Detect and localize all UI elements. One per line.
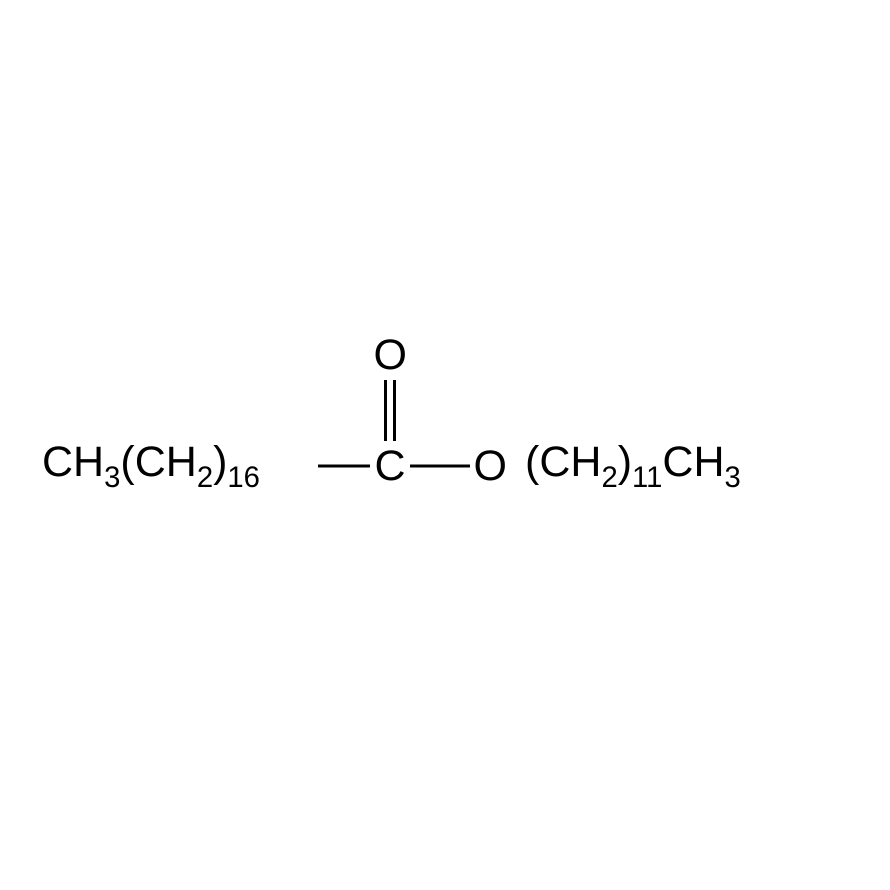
ester-oxygen: O bbox=[474, 442, 507, 491]
carbonyl-carbon: C bbox=[375, 442, 406, 491]
right-alkyl-chain: (CH2)11CH3 bbox=[525, 438, 741, 494]
carbonyl-oxygen: O bbox=[374, 331, 407, 380]
chemical-structure-canvas: CH3(CH2)16 C O O (CH2)11CH3 bbox=[0, 0, 890, 890]
left-alkyl-chain: CH3(CH2)16 bbox=[42, 438, 260, 494]
